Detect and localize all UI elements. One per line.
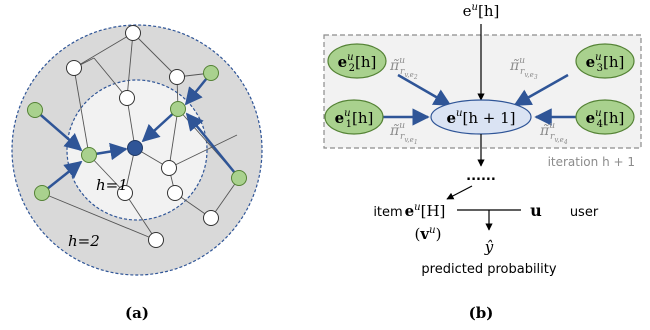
- prediction-symbol: ŷ: [484, 238, 494, 256]
- svg-text:eu4[h]: eu 4[h]: [586, 108, 625, 130]
- input-embedding: eu[h]: [463, 2, 500, 20]
- user-representation: u: [530, 201, 542, 220]
- svg-text:eu3[h]: eu 3[h]: [586, 52, 625, 74]
- weight-2: π̃u rv,e2: [389, 56, 418, 81]
- weight-4: π̃u rv,e4: [539, 121, 568, 146]
- neighbor-arrows: [382, 73, 580, 126]
- panel-b: eu[h] eu 2[h] eu 3[h] eu 1[h] eu 4[h]: [323, 2, 642, 322]
- white-nodes: [66, 25, 219, 248]
- green-nodes: [27, 65, 247, 201]
- item-vector: (vu): [415, 225, 442, 243]
- weight-3: π̃u rv,e3: [509, 56, 538, 81]
- neighbor-node-4: eu 4[h]: [575, 99, 635, 135]
- center-node: eu[h + 1]: [430, 99, 532, 135]
- iteration-label: iteration h + 1: [548, 155, 635, 169]
- item-label: item: [373, 205, 402, 220]
- ellipsis: ......: [466, 169, 496, 184]
- outer-ring-label: h=2: [68, 232, 100, 250]
- neighbor-node-1: eu 1[h]: [324, 99, 384, 135]
- svg-text:π̃urv,e1: π̃u rv,e1: [389, 121, 418, 146]
- panel-a: h=1 h=2 (a): [11, 24, 263, 322]
- neighbor-node-2: eu 2[h]: [327, 43, 387, 79]
- svg-text:π̃urv,e3: π̃u rv,e3: [509, 56, 538, 81]
- neighbor-node-3: eu 3[h]: [575, 43, 635, 79]
- svg-text:π̃urv,e4: π̃u rv,e4: [539, 121, 568, 146]
- prediction-label: predicted probability: [421, 262, 556, 277]
- user-label: user: [570, 205, 599, 220]
- svg-text:eu[h + 1]: eu[h + 1]: [446, 108, 515, 127]
- panel-a-label: (a): [125, 304, 149, 322]
- item-representation: eu[H]: [405, 202, 446, 220]
- svg-text:eu2[h]: eu 2[h]: [338, 52, 377, 74]
- svg-text:π̃urv,e2: π̃u rv,e2: [389, 56, 418, 81]
- weight-1: π̃u rv,e1: [389, 121, 418, 146]
- svg-text:eu1[h]: eu 1[h]: [335, 108, 374, 130]
- inner-ring-label: h=1: [96, 176, 128, 194]
- target-node: [127, 140, 143, 156]
- panel-b-label: (b): [469, 304, 494, 322]
- to-item-arrow: [446, 185, 473, 200]
